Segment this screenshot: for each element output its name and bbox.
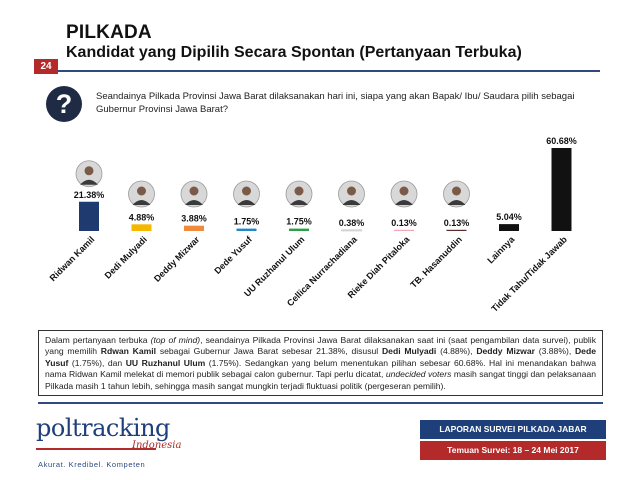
logo-swoosh [36, 448, 156, 450]
candidate-photo-head [294, 186, 304, 196]
category-label: Lainnya [485, 234, 517, 266]
data-label: 5.04% [496, 212, 522, 222]
logo-wordmark: poltracking [36, 414, 170, 442]
summary-text-box: Dalam pertanyaan terbuka (top of mind), … [38, 330, 603, 396]
candidate-photo-head [452, 186, 461, 196]
report-info-box: LAPORAN SURVEI PILKADA JABAR Temuan Surv… [420, 420, 606, 460]
bar-chart: 21.38% Ridwan Kamil 4.88% Dedi Mulyadi 3.88%… [48, 136, 577, 314]
bar [446, 229, 467, 231]
bar [551, 148, 572, 231]
data-label: 0.13% [444, 218, 470, 228]
report-dates: Temuan Survei: 18 – 24 Mei 2017 [420, 441, 606, 460]
candidate-photo-body [342, 200, 361, 205]
page-title: PILKADA [66, 22, 152, 43]
bar [79, 201, 99, 231]
logo-subtext: Indonesia [132, 440, 182, 451]
candidate-photo-head [399, 186, 409, 196]
candidate-photo-head [84, 166, 94, 176]
data-label: 60.68% [546, 136, 577, 146]
candidate-photo-head [242, 186, 251, 196]
bar [236, 228, 257, 231]
survey-question: Seandainya Pilkada Provinsi Jawa Barat d… [96, 91, 575, 115]
data-label: 21.38% [74, 190, 105, 200]
footer-divider [38, 402, 603, 404]
poltracking-logo: poltracking Indonesia [36, 414, 196, 464]
candidate-photo-head [189, 186, 199, 196]
candidate-photo-body [185, 200, 203, 205]
data-label: 4.88% [129, 212, 155, 222]
category-label: TB. Hasanuddin [408, 234, 464, 290]
candidate-photo-body [132, 200, 151, 205]
header-divider [58, 70, 600, 72]
category-label: Ridwan Kamil [48, 234, 97, 283]
candidate-photo-body [237, 200, 256, 205]
tagline: Akurat. Kredibel. Kompeten [38, 460, 146, 469]
page-subtitle: Kandidat yang Dipilih Secara Spontan (Pe… [66, 44, 522, 61]
candidate-photo-body [447, 200, 466, 205]
data-label: 1.75% [286, 217, 312, 227]
candidate-photo-body [290, 200, 308, 205]
category-label: Dede Yusuf [212, 234, 254, 276]
candidate-photo-head [347, 186, 356, 196]
category-label: Dedi Mulyadi [103, 234, 149, 280]
data-label: 3.88% [181, 214, 207, 224]
candidate-photo-body [80, 179, 98, 185]
candidate-photo-body [395, 200, 413, 205]
page-number-badge: 24 [34, 59, 58, 74]
data-label: 1.75% [234, 217, 260, 227]
bar [289, 228, 309, 231]
bar [184, 225, 204, 231]
candidate-photo-head [137, 186, 146, 196]
category-label: Deddy Mizwar [152, 234, 202, 284]
bar [394, 229, 414, 231]
bar [341, 229, 362, 232]
report-title: LAPORAN SURVEI PILKADA JABAR [420, 420, 606, 439]
data-label: 0.38% [339, 218, 365, 228]
bar [499, 224, 519, 231]
question-mark-icon: ? [46, 86, 82, 122]
bar [131, 224, 152, 231]
data-label: 0.13% [391, 218, 417, 228]
